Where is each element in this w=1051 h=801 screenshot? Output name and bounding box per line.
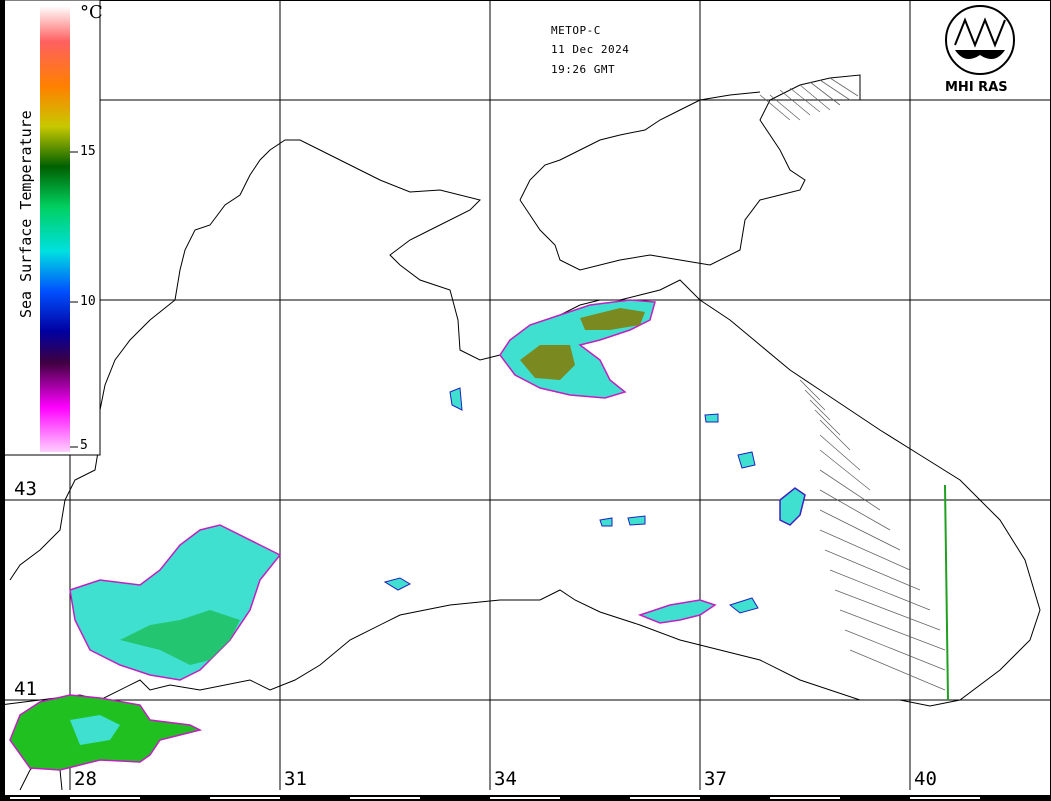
sst-patch-small-5	[728, 597, 759, 614]
coastline	[0, 74, 1041, 791]
lon-label-37: 37	[704, 768, 727, 790]
colorbar-tick-5: 5	[80, 438, 88, 453]
lon-label-34: 34	[494, 768, 517, 790]
colorbar	[40, 6, 70, 452]
sst-patch-small-3	[599, 515, 646, 527]
satellite-name: METOP-C	[551, 24, 601, 37]
lat-label-43: 43	[14, 478, 37, 500]
colorbar-unit: °C	[80, 2, 103, 23]
sst-patch-bosporus-cyan	[70, 715, 120, 745]
lon-label-40: 40	[914, 768, 937, 790]
mhi-ras-logo-icon	[945, 5, 1015, 75]
swath-edge-hatch	[759, 77, 946, 691]
logo-label: MHI RAS	[945, 80, 1008, 95]
lat-label-41: 41	[14, 678, 37, 700]
sst-patch-small-1	[383, 577, 412, 591]
colorbar-title: Sea Surface Temperature	[17, 110, 35, 318]
lon-label-31: 31	[284, 768, 307, 790]
sst-patch-sw-green	[120, 610, 240, 665]
colorbar-ticks	[70, 151, 78, 448]
sst-patch-small-2	[449, 387, 463, 411]
acquisition-time: 19:26 GMT	[551, 63, 616, 76]
lon-label-28: 28	[74, 768, 97, 790]
acquisition-date: 11 Dec 2024	[551, 43, 630, 56]
sst-patch-crimea-olive	[520, 308, 645, 380]
sst-patches	[9, 299, 806, 771]
scale-ticks-bottom	[0, 795, 1051, 801]
sst-patch-small-4	[704, 413, 756, 469]
sst-patch-south-coast	[637, 599, 717, 624]
sst-patch-east	[779, 487, 806, 526]
colorbar-tick-10: 10	[80, 294, 96, 309]
colorbar-tick-15: 15	[80, 144, 96, 159]
swath-edge-line	[944, 484, 949, 701]
